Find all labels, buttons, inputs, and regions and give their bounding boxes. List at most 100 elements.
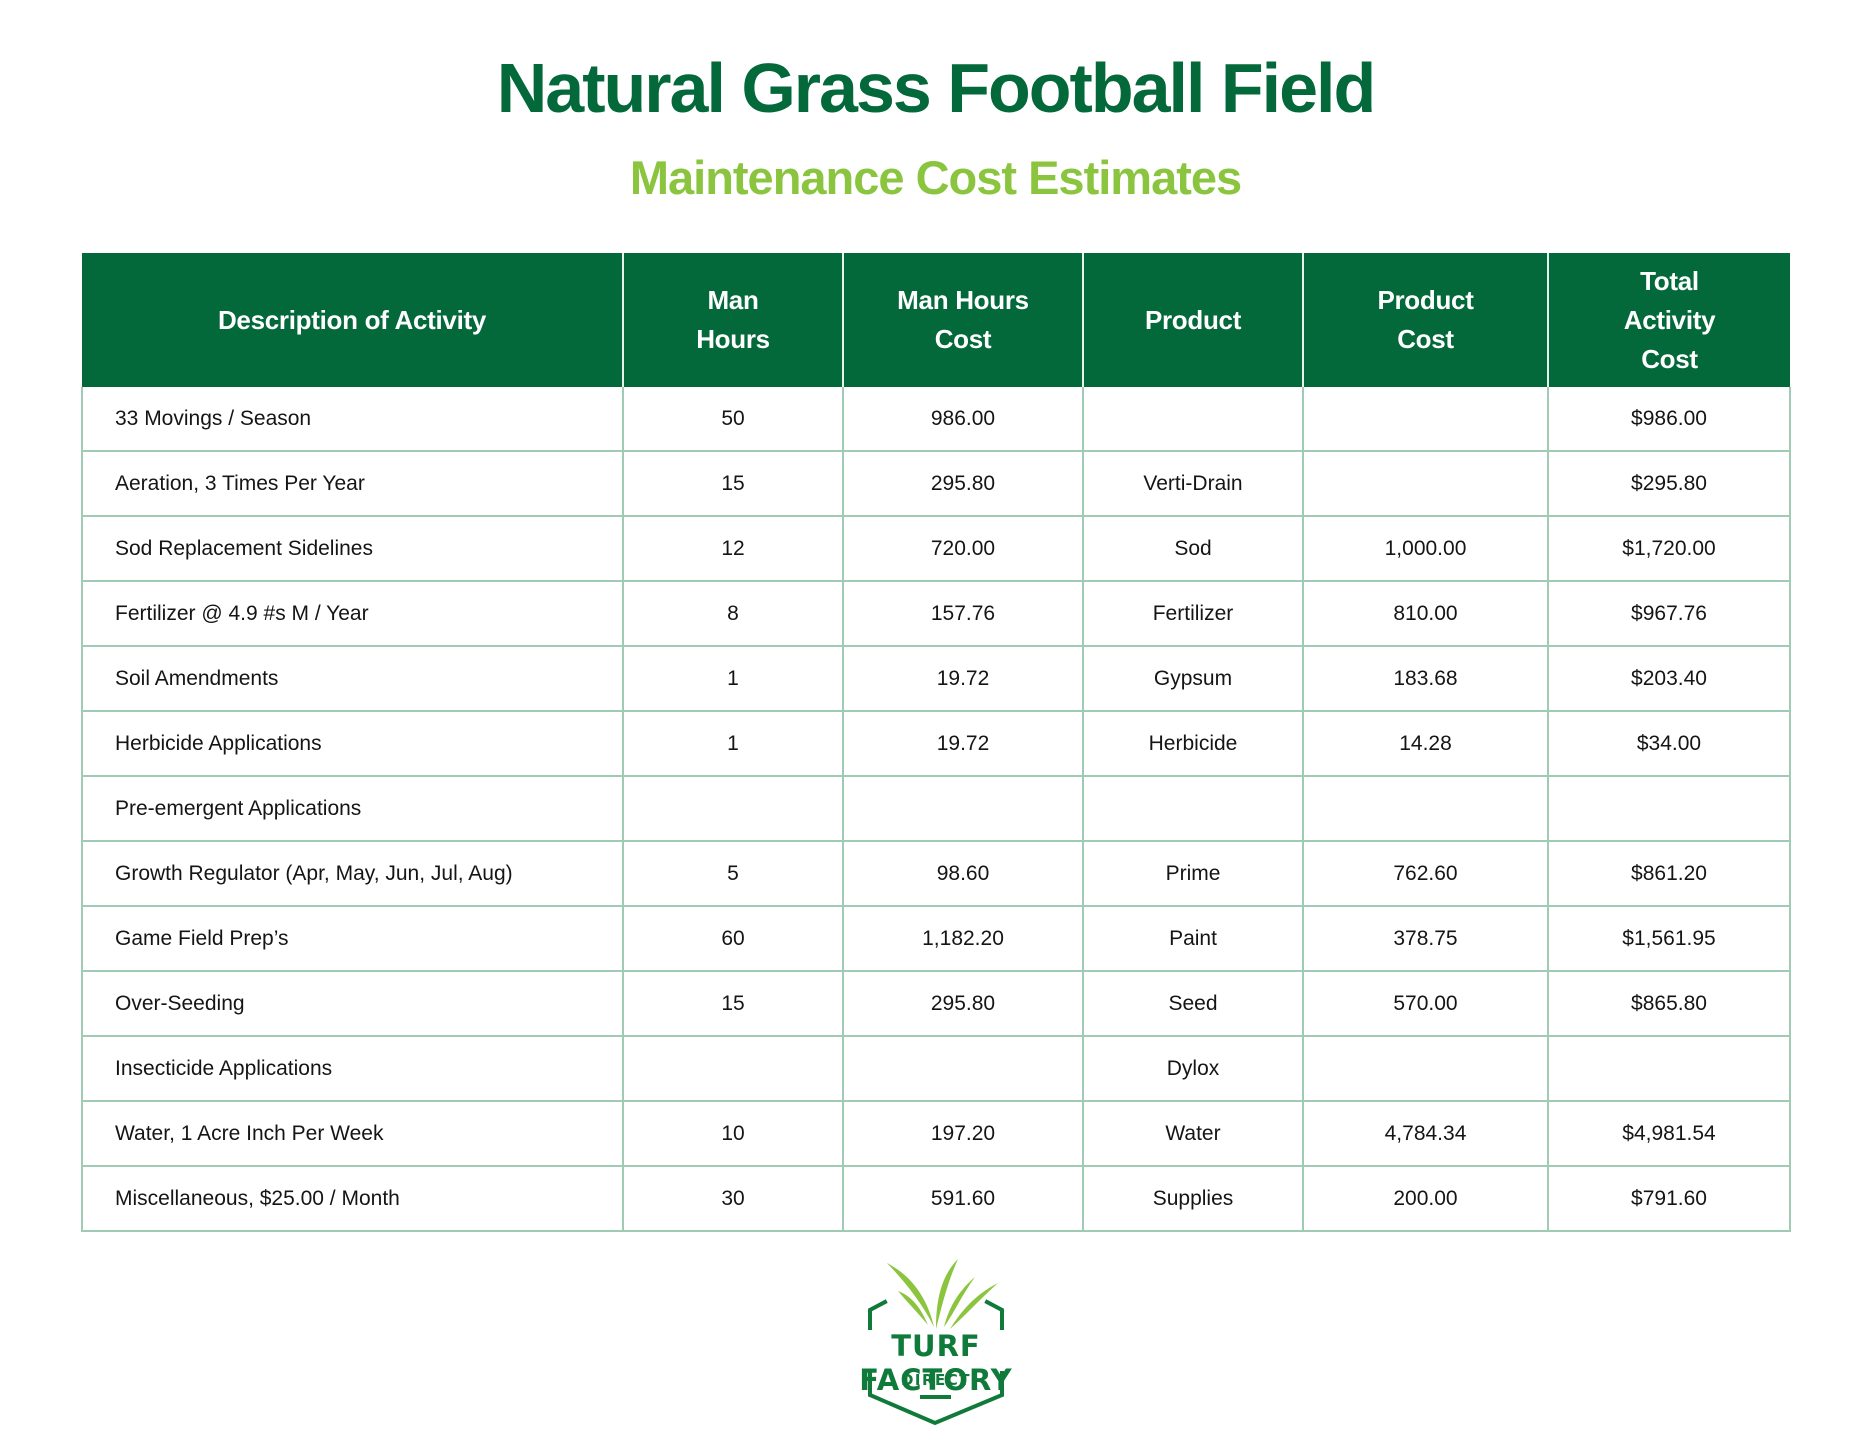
cell-product <box>1082 387 1304 452</box>
cell-product-cost: 4,784.34 <box>1302 1101 1549 1167</box>
table-row: Soil Amendments 1 19.72 Gypsum 183.68 $203.40 <box>81 646 1791 712</box>
column-header-label: Product <box>1144 304 1242 335</box>
table-row: 33 Movings / Season 50 986.00 $986.00 <box>81 387 1791 452</box>
table-row: Growth Regulator (Apr, May, Jun, Jul, Au… <box>81 841 1791 907</box>
table-row: Water, 1 Acre Inch Per Week 10 197.20 Water… <box>81 1101 1791 1167</box>
cell-product: Dylox <box>1082 1036 1304 1102</box>
logo-sub-text: DIRECT <box>900 1371 972 1389</box>
cell-description: Over-Seeding <box>81 971 624 1037</box>
cell-description: Herbicide Applications <box>81 711 624 777</box>
cell-man-hours: 15 <box>622 971 844 1037</box>
cell-product: Fertilizer <box>1082 581 1304 647</box>
cell-product: Paint <box>1082 906 1304 972</box>
cell-description: Sod Replacement Sidelines <box>81 516 624 582</box>
cell-man-hours-cost: 19.72 <box>842 711 1084 777</box>
cell-product: Supplies <box>1082 1166 1304 1232</box>
cell-man-hours-cost: 986.00 <box>842 387 1084 452</box>
cell-description: Game Field Prep’s <box>81 906 624 972</box>
page-subtitle: Maintenance Cost Estimates <box>629 151 1242 204</box>
column-header-label: Description of Activity <box>217 304 487 335</box>
turf-factory-logo: TURF FACTORY DIRECT <box>810 1255 1065 1430</box>
cell-product: Sod <box>1082 516 1304 582</box>
cell-man-hours-cost <box>842 776 1084 842</box>
cell-man-hours-cost: 98.60 <box>842 841 1084 907</box>
table-row: Over-Seeding 15 295.80 Seed 570.00 $865.80 <box>81 971 1791 1037</box>
cell-product-cost: 183.68 <box>1302 646 1549 712</box>
cell-product: Water <box>1082 1101 1304 1167</box>
cell-product-cost: 762.60 <box>1302 841 1549 907</box>
cell-man-hours: 8 <box>622 581 844 647</box>
cell-product <box>1082 776 1304 842</box>
cell-product-cost <box>1302 387 1549 452</box>
cell-product-cost: 1,000.00 <box>1302 516 1549 582</box>
grass-hexagon-icon <box>868 1259 1004 1426</box>
cell-man-hours: 30 <box>622 1166 844 1232</box>
column-header-man-hours-cost: Man Hours Cost <box>842 253 1083 387</box>
cell-product-cost <box>1302 451 1549 517</box>
cell-total-activity-cost: $861.20 <box>1547 841 1791 907</box>
cell-total-activity-cost: $1,561.95 <box>1547 906 1791 972</box>
table-row: Miscellaneous, $25.00 / Month 30 591.60 Sup… <box>81 1166 1791 1232</box>
column-header-product-cost: Product Cost <box>1302 253 1548 387</box>
cell-total-activity-cost <box>1547 1036 1791 1102</box>
cell-man-hours: 10 <box>622 1101 844 1167</box>
cell-description: Aeration, 3 Times Per Year <box>81 451 624 517</box>
column-header-man-hours: Man Hours <box>622 253 843 387</box>
cell-product: Prime <box>1082 841 1304 907</box>
cell-man-hours: 5 <box>622 841 844 907</box>
cell-description: Pre-emergent Applications <box>81 776 624 842</box>
table-row: Herbicide Applications 1 19.72 Herbicide 14.… <box>81 711 1791 777</box>
cell-product: Herbicide <box>1082 711 1304 777</box>
cell-product-cost: 14.28 <box>1302 711 1549 777</box>
table-row: Insecticide Applications Dylox <box>81 1036 1791 1102</box>
table-row: Fertilizer @ 4.9 #s M / Year 8 157.76 Ferti… <box>81 581 1791 647</box>
cell-man-hours-cost: 157.76 <box>842 581 1084 647</box>
cell-description: Growth Regulator (Apr, May, Jun, Jul, Au… <box>81 841 624 907</box>
table-row: Aeration, 3 Times Per Year 15 295.80 Verti-… <box>81 451 1791 517</box>
cell-man-hours-cost: 19.72 <box>842 646 1084 712</box>
cell-man-hours-cost: 197.20 <box>842 1101 1084 1167</box>
cell-product-cost: 570.00 <box>1302 971 1549 1037</box>
table-row: Sod Replacement Sidelines 12 720.00 Sod 1,00… <box>81 516 1791 582</box>
cell-man-hours: 1 <box>622 646 844 712</box>
cell-man-hours <box>622 1036 844 1102</box>
cell-total-activity-cost: $1,720.00 <box>1547 516 1791 582</box>
table-body: 33 Movings / Season 50 986.00 $986.00 Aerati… <box>81 387 1791 1232</box>
cell-man-hours-cost: 295.80 <box>842 451 1084 517</box>
cell-product: Verti-Drain <box>1082 451 1304 517</box>
cell-product-cost: 810.00 <box>1302 581 1549 647</box>
column-header-label: Total Activity Cost <box>1623 265 1716 374</box>
cell-total-activity-cost: $986.00 <box>1547 387 1791 452</box>
cell-total-activity-cost: $4,981.54 <box>1547 1101 1791 1167</box>
table-header-row: Description of Activity Man Hours Man Ho… <box>82 253 1790 387</box>
cell-man-hours: 50 <box>622 387 844 452</box>
cell-total-activity-cost: $791.60 <box>1547 1166 1791 1232</box>
cell-product-cost <box>1302 776 1549 842</box>
cell-product: Gypsum <box>1082 646 1304 712</box>
cell-total-activity-cost: $865.80 <box>1547 971 1791 1037</box>
page-title: Natural Grass Football Field <box>496 49 1377 127</box>
cell-man-hours: 12 <box>622 516 844 582</box>
cell-description: Soil Amendments <box>81 646 624 712</box>
cost-table: Description of Activity Man Hours Man Ho… <box>81 253 1791 1232</box>
cell-description: Miscellaneous, $25.00 / Month <box>81 1166 624 1232</box>
cell-description: Water, 1 Acre Inch Per Week <box>81 1101 624 1167</box>
cell-product-cost: 378.75 <box>1302 906 1549 972</box>
cell-description: 33 Movings / Season <box>81 387 624 452</box>
cell-product: Seed <box>1082 971 1304 1037</box>
column-header-label: Man Hours Cost <box>897 285 1029 354</box>
cell-man-hours-cost: 591.60 <box>842 1166 1084 1232</box>
cell-product-cost: 200.00 <box>1302 1166 1549 1232</box>
column-header-label: Product Cost <box>1377 285 1474 354</box>
cell-total-activity-cost: $967.76 <box>1547 581 1791 647</box>
column-header-label: Man Hours <box>696 285 770 354</box>
cell-description: Fertilizer @ 4.9 #s M / Year <box>81 581 624 647</box>
cell-total-activity-cost: $295.80 <box>1547 451 1791 517</box>
cell-product-cost <box>1302 1036 1549 1102</box>
logo-brand-text: TURF FACTORY <box>859 1329 1013 1397</box>
cell-man-hours: 60 <box>622 906 844 972</box>
column-header-description: Description of Activity <box>82 253 623 387</box>
cell-man-hours-cost: 720.00 <box>842 516 1084 582</box>
cell-total-activity-cost <box>1547 776 1791 842</box>
table-row: Pre-emergent Applications <box>81 776 1791 842</box>
